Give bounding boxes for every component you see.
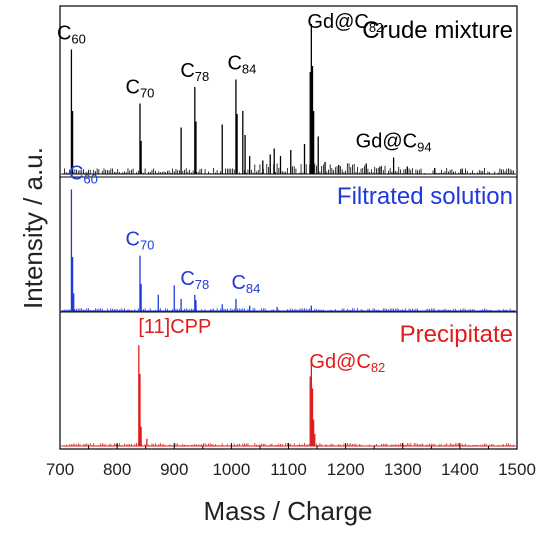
spectrum-panel-1 xyxy=(61,189,516,312)
peak-label: Gd@C82 xyxy=(307,11,383,35)
x-tick-label: 1500 xyxy=(498,460,536,479)
x-axis-ticks: 700 800 900 1000 1100 1200 1300 1400 1500 xyxy=(46,443,536,479)
peak-label: C78 xyxy=(180,268,209,292)
x-tick-label: 1200 xyxy=(327,460,365,479)
peak-label: C70 xyxy=(126,229,155,253)
panel-title: Precipitate xyxy=(400,321,513,348)
x-axis-title: Mass / Charge xyxy=(203,496,372,526)
panel-title: Crude mixture xyxy=(362,17,513,44)
spectra-layer xyxy=(61,24,516,447)
peak-label: C78 xyxy=(180,60,209,84)
spectrum-panel-0 xyxy=(61,24,516,175)
peak-label: C70 xyxy=(126,77,155,101)
y-axis-title: Intensity / a.u. xyxy=(18,147,48,309)
x-tick-label: 1000 xyxy=(212,460,250,479)
peak-label: C60 xyxy=(57,23,86,47)
panel-title: Filtrated solution xyxy=(337,183,513,210)
peak-label: [11]CPP xyxy=(138,316,211,338)
peak-labels-layer: C60 C70 C78 C84 Gd@C82 Gd@C94 C60 C70 C78 C84 [11]… xyxy=(57,11,432,375)
peak-label: Gd@C82 xyxy=(309,351,385,375)
x-tick-label: 1100 xyxy=(270,460,307,479)
peak-label: C84 xyxy=(231,272,260,296)
peak-label: C84 xyxy=(227,53,256,77)
peak-label: C60 xyxy=(69,163,98,187)
peak-label: Gd@C94 xyxy=(356,131,432,155)
plot-frame xyxy=(59,5,518,450)
x-tick-label: 700 xyxy=(46,460,74,479)
x-tick-label: 1300 xyxy=(384,460,422,479)
x-tick-label: 1400 xyxy=(441,460,479,479)
x-tick-label: 800 xyxy=(103,460,131,479)
x-tick-label: 900 xyxy=(160,460,188,479)
panel-titles-layer: Crude mixture Filtrated solution Precipita… xyxy=(337,17,513,348)
spectrum-panel-2 xyxy=(61,345,516,447)
